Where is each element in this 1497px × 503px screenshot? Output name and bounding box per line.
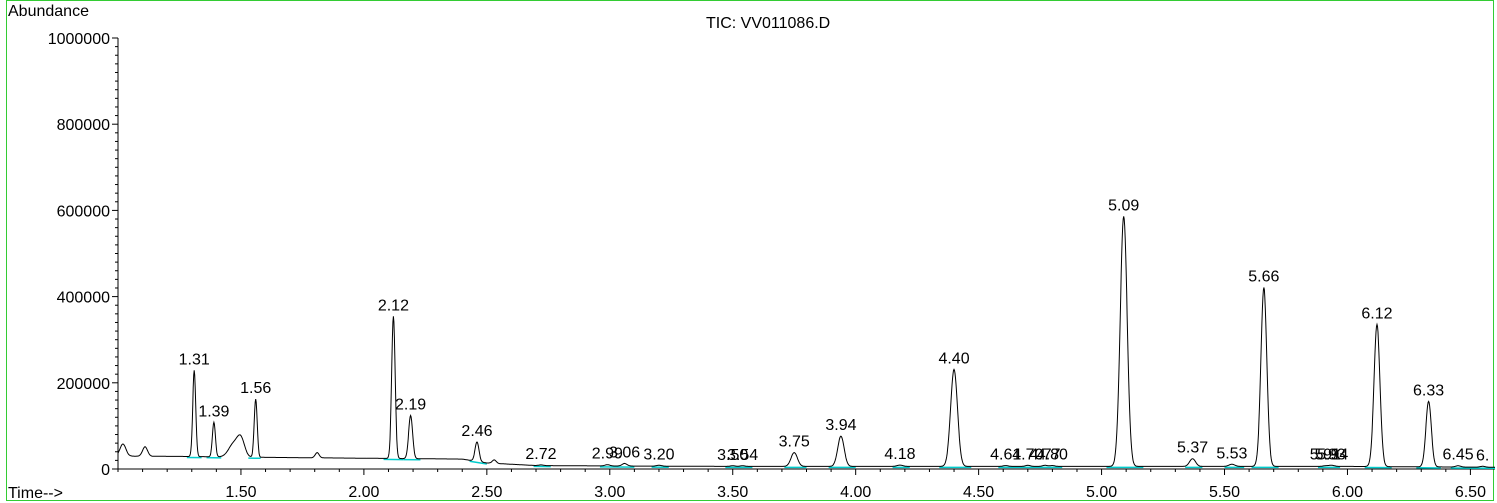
x-tick-label: 5.50	[1209, 484, 1240, 501]
y-tick-label: 400000	[57, 290, 110, 307]
peak-label: 4.80	[1037, 447, 1068, 464]
y-tick-label: 200000	[57, 376, 110, 393]
peak-label: 3.06	[609, 444, 640, 461]
peak-label: 3.94	[825, 417, 856, 434]
x-tick-label: 2.50	[471, 484, 502, 501]
peak-label: 5.91	[1310, 447, 1341, 464]
peak-label: 3.20	[643, 446, 674, 463]
peak-label: 3.50	[717, 447, 748, 464]
integration-baseline	[469, 460, 487, 465]
peak-label: 2.72	[525, 446, 556, 463]
y-tick-label: 0	[101, 462, 110, 479]
x-tick-label: 1.50	[225, 484, 256, 501]
y-tick-label: 600000	[57, 203, 110, 220]
peak-label: 6.45	[1443, 447, 1474, 464]
x-tick-label: 6.50	[1455, 484, 1486, 501]
axes: 0 200000 400000 600000 800000 1000000 1.50 2.00…	[48, 31, 1495, 501]
peak-label: 4.18	[884, 446, 915, 463]
peak-label: 2.19	[395, 397, 426, 414]
y-tick-label: 1000000	[48, 31, 110, 48]
peak-label: 6.33	[1413, 382, 1444, 399]
peak-label: 6.	[1476, 447, 1489, 464]
peak-label: 2.99	[592, 446, 623, 463]
x-tick-label: 6.00	[1332, 484, 1363, 501]
peak-label: 1.31	[179, 351, 210, 368]
peak-label: 4.40	[938, 350, 969, 367]
peak-label: 5.94	[1317, 446, 1348, 463]
peak-label: 3.54	[727, 447, 758, 464]
x-tick-label: 2.00	[348, 484, 379, 501]
peak-label: 5.93	[1315, 446, 1346, 463]
peak-label: 2.46	[461, 423, 492, 440]
peak-label: 4.70	[1012, 446, 1043, 463]
x-tick-label: 3.00	[594, 484, 625, 501]
chart-frame	[6, 0, 1494, 501]
peak-label: 5.66	[1248, 269, 1279, 286]
x-tick-label: 4.50	[963, 484, 994, 501]
peak-label: 1.56	[240, 380, 271, 397]
peak-label: 5.53	[1216, 445, 1247, 462]
peak-label: 5.09	[1108, 197, 1139, 214]
chart-title: TIC: VV011086.D	[706, 15, 830, 32]
x-tick-label: 5.00	[1086, 484, 1117, 501]
y-axis-title: Abundance	[8, 3, 89, 20]
integration-baselines	[186, 456, 1496, 469]
peak-label: 4.61	[990, 447, 1021, 464]
y-tick-label: 800000	[57, 117, 110, 134]
peak-label: 6.12	[1361, 305, 1392, 322]
x-tick-label: 4.00	[840, 484, 871, 501]
peak-labels: 1.31 1.39 1.56 2.12 2.19 2.46 2.72 2.993.06 3.20…	[179, 197, 1490, 464]
peak-label: 2.12	[378, 297, 409, 314]
tic-trace	[117, 216, 1495, 468]
x-axis-title: Time-->	[8, 485, 63, 502]
peak-label: 5.37	[1177, 440, 1208, 457]
peak-label: 1.39	[198, 403, 229, 420]
peak-label: 4.77	[1029, 446, 1060, 463]
peak-label: 3.75	[779, 434, 810, 451]
x-tick-label: 3.50	[717, 484, 748, 501]
